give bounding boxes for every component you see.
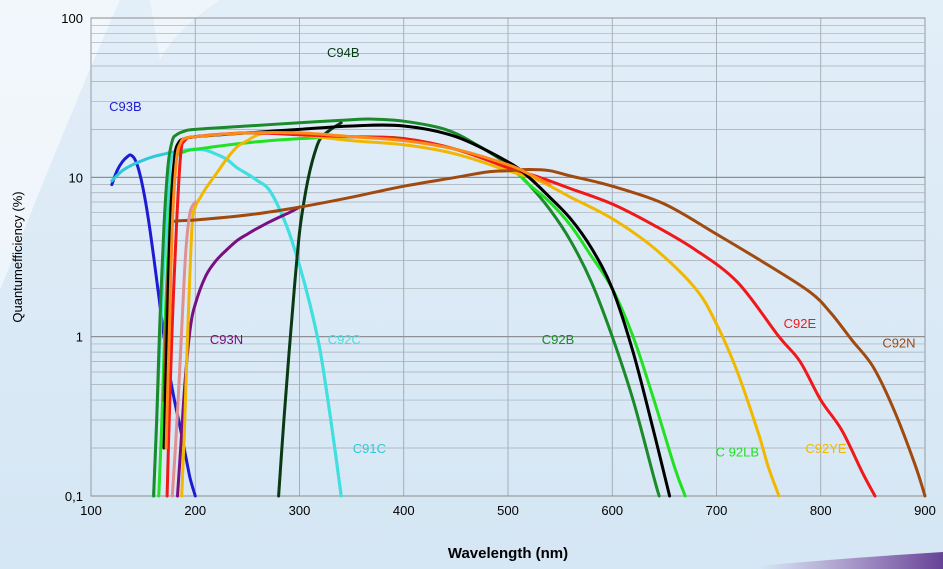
watermark-shape [0, 0, 120, 290]
y-tick-label: 1 [76, 330, 83, 345]
y-tick-label: 0,1 [65, 489, 83, 504]
x-tick-label: 900 [914, 503, 936, 518]
x-tick-label: 100 [80, 503, 102, 518]
y-tick-label: 10 [69, 170, 83, 185]
y-axis-label: Quantumefficiency (%) [10, 191, 25, 322]
x-tick-label: 500 [497, 503, 519, 518]
series-label-c94b: C94B [327, 45, 360, 60]
series-label-c92b: C92B [542, 332, 575, 347]
series-label-c92e: C92E [784, 316, 817, 331]
x-tick-label: 600 [601, 503, 623, 518]
x-tick-label: 400 [393, 503, 415, 518]
series-line-unlabeled [170, 200, 197, 498]
x-tick-label: 800 [810, 503, 832, 518]
x-tick-label: 700 [706, 503, 728, 518]
y-tick-label: 100 [61, 11, 83, 26]
series-line-c92e [165, 131, 877, 498]
series-line-unlabeled [162, 123, 672, 498]
series-label-c93b: C93B [109, 99, 142, 114]
grid [90, 17, 926, 497]
series-label-c92c: C92C [328, 332, 361, 347]
series-line-c93b [110, 153, 197, 498]
series-lines [110, 117, 927, 498]
tick-labels: 100 200 300 400 500 600 700 800 900 0,1 1 10 100 [61, 11, 936, 518]
decor-swoosh [760, 552, 943, 569]
series-label-c92ye: C92YE [805, 441, 847, 456]
watermark-shape-2 [150, 0, 220, 60]
series-line-c92b [152, 117, 661, 498]
x-tick-label: 200 [184, 503, 206, 518]
x-axis-label: Wavelength (nm) [448, 545, 568, 562]
series-line-c92ye [180, 131, 781, 498]
x-tick-label: 300 [289, 503, 311, 518]
series-labels: C93B C91C C92C C93N C94B C92B C 92LB C92YE C92E C… [109, 45, 915, 459]
series-line-unlabeled [164, 130, 552, 450]
series-label-c92lb: C 92LB [716, 445, 759, 460]
series-label-c92n: C92N [882, 335, 915, 350]
series-label-c93n: C93N [210, 332, 243, 347]
series-label-c91c: C91C [353, 441, 386, 456]
